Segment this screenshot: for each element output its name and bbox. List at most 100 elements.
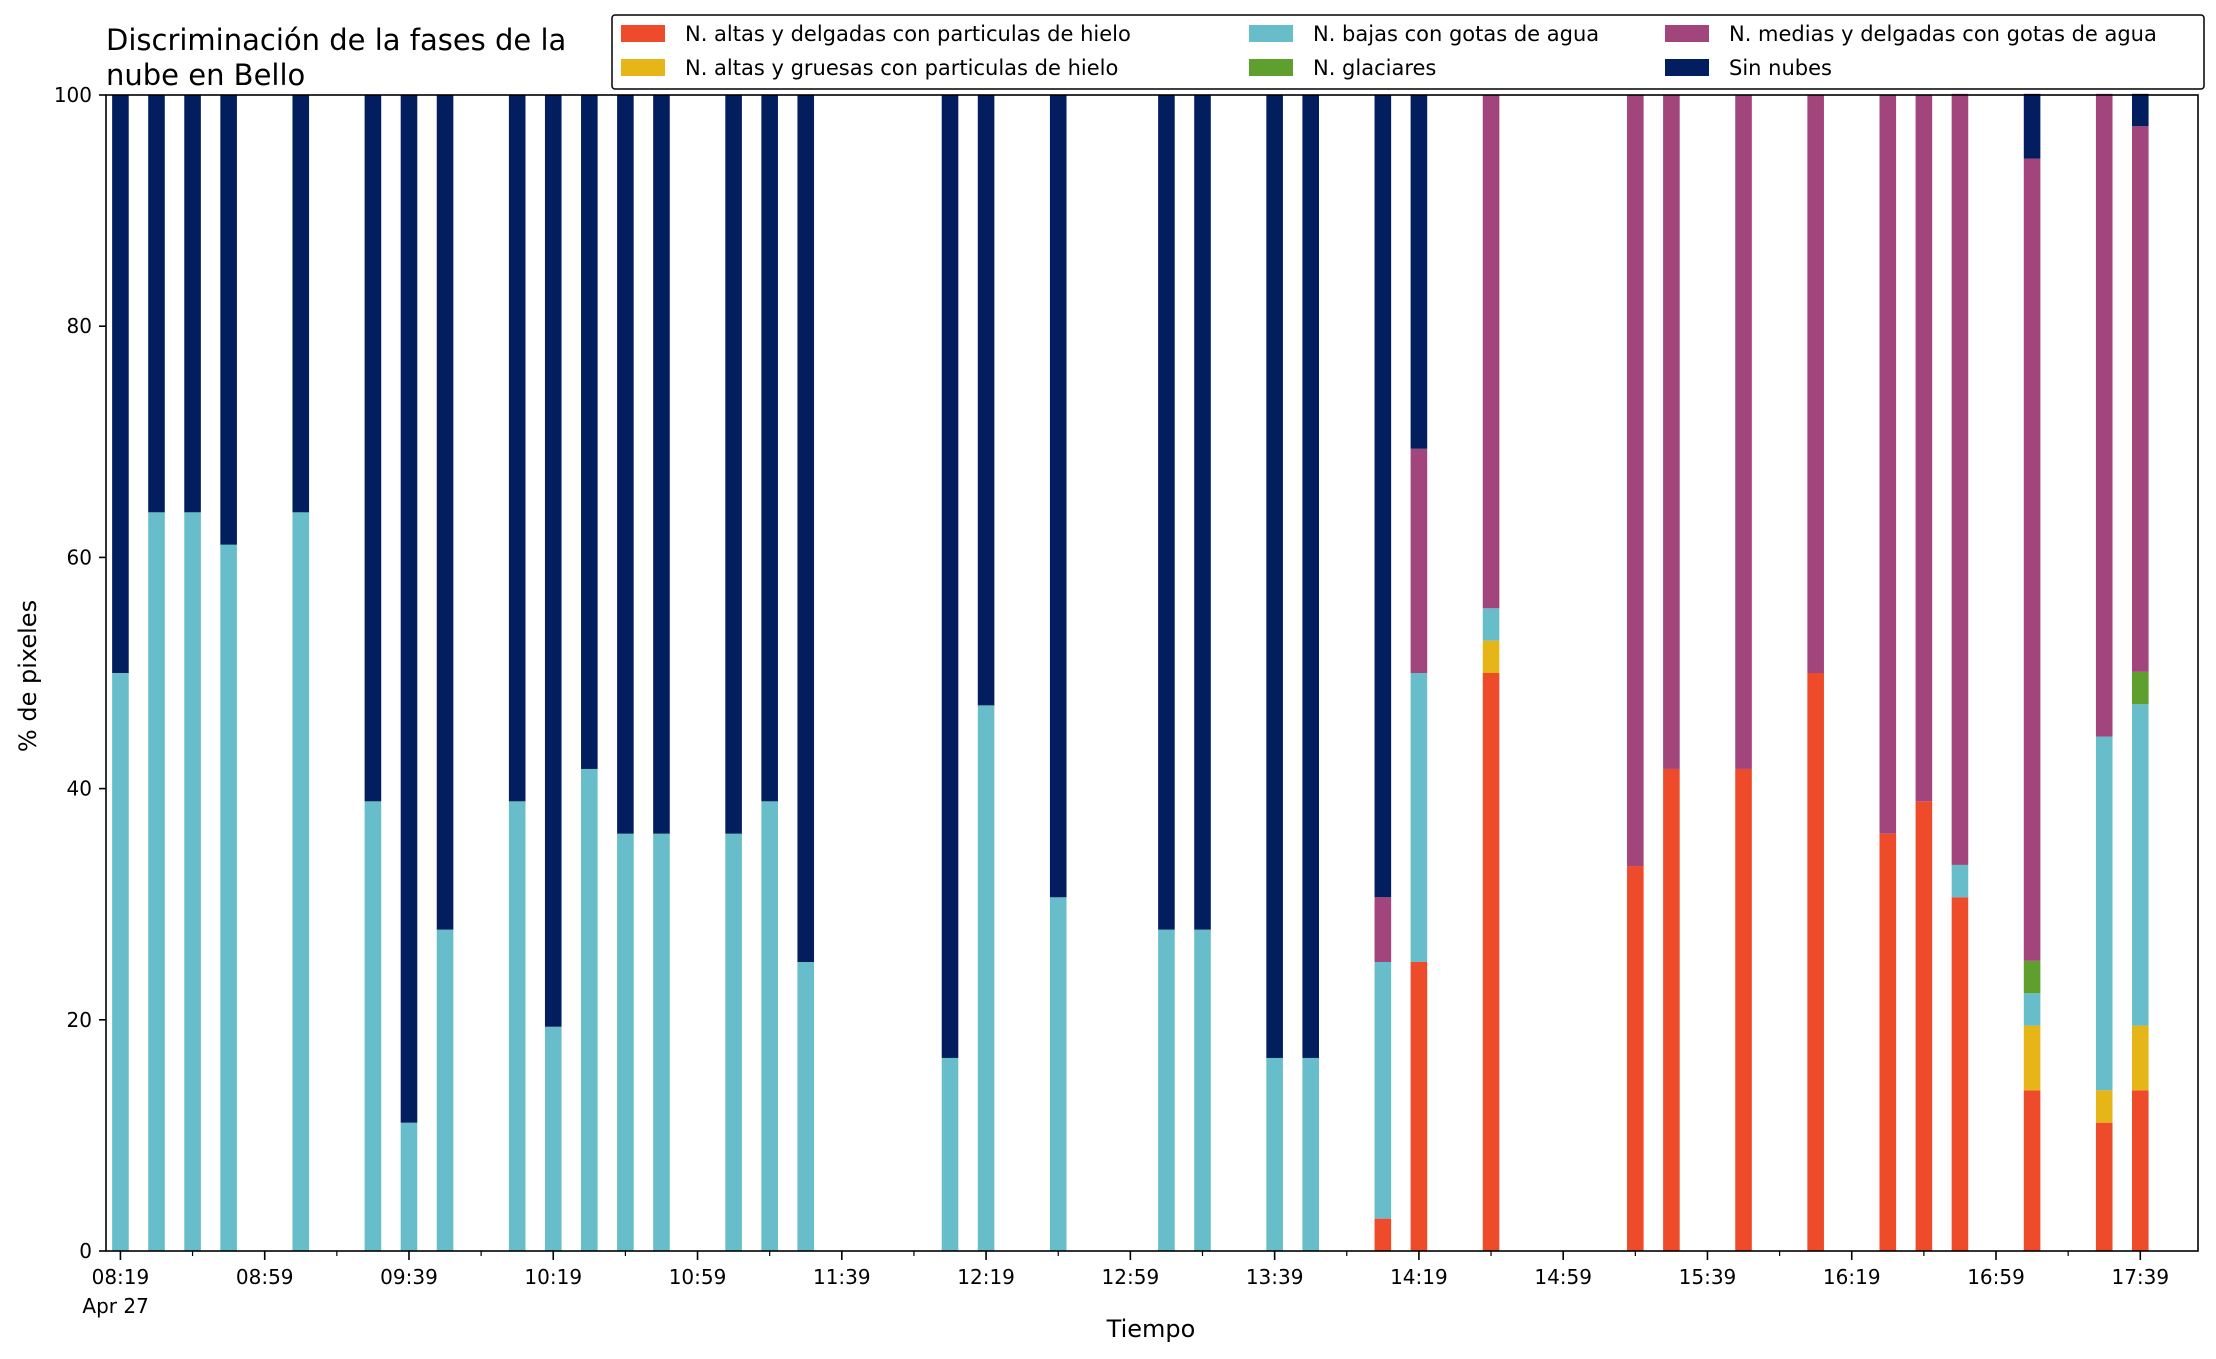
chart-title-line-1: Discriminación de la fases de la — [106, 23, 566, 57]
bar-segment — [2095, 1090, 2113, 1123]
bar-segment — [977, 705, 995, 1251]
y-tick-label: 60 — [67, 545, 92, 569]
bar-segment — [2131, 1025, 2149, 1091]
bar-segment — [1663, 768, 1680, 1251]
legend-swatch — [621, 25, 665, 42]
bar-segment — [1482, 608, 1500, 641]
x-tick-label: 14:19 — [1390, 1265, 1448, 1289]
bar-segment — [1627, 95, 1644, 867]
x-tick-label: 17:39 — [2111, 1265, 2169, 1289]
legend-box — [611, 14, 2205, 90]
x-tick-label: 10:59 — [669, 1265, 727, 1289]
bar-segment — [1915, 95, 1933, 802]
x-tick-label: 12:59 — [1102, 1265, 1160, 1289]
bar-segment — [2131, 1090, 2149, 1251]
bar-segment — [581, 768, 598, 1251]
bar-segment — [2131, 671, 2149, 705]
x-axis-label: Tiempo — [1106, 1315, 1196, 1343]
y-tick-label: 80 — [67, 314, 92, 338]
plot-frame — [105, 94, 2199, 1252]
bar-segment — [1663, 95, 1680, 769]
bar-segment — [400, 95, 418, 1123]
bar-segment — [977, 95, 995, 706]
bar-segment — [1482, 95, 1500, 609]
bar-segment — [1879, 833, 1897, 1251]
x-tick-label: 08:19 — [92, 1265, 150, 1289]
bar-segment — [1374, 1218, 1392, 1251]
bar-segment — [1915, 801, 1933, 1251]
x-tick-label: 15:39 — [1679, 1265, 1737, 1289]
bar-segment — [2023, 993, 2041, 1026]
bar-segment — [2023, 1025, 2041, 1091]
bar-segment — [508, 95, 526, 802]
bar-segment — [1266, 95, 1283, 1058]
legend-label: N. medias y delgadas con gotas de agua — [1729, 22, 2157, 46]
bar-segment — [2095, 93, 2113, 737]
bar-segment — [148, 512, 165, 1251]
bar-segment — [1194, 929, 1211, 1251]
bar-segment — [941, 1057, 959, 1251]
bar-segment — [1374, 897, 1392, 962]
bar-segment — [761, 801, 778, 1251]
bar-segment — [2023, 93, 2041, 159]
bar-segment — [220, 544, 237, 1251]
bar-segment — [1627, 866, 1644, 1251]
bar-segment — [1410, 962, 1428, 1251]
bar-segment — [1410, 448, 1428, 673]
bar-segment — [1302, 95, 1319, 1058]
bar-segment — [725, 833, 742, 1251]
bar-segment — [2131, 126, 2149, 672]
bar-segment — [725, 95, 742, 834]
bar-segment — [1735, 95, 1752, 769]
bar-segment — [2131, 704, 2149, 1026]
x-tick-sublabel: Apr 27 — [82, 1294, 148, 1318]
bar-segment — [1735, 768, 1752, 1251]
bar-segment — [1482, 673, 1500, 1251]
legend-label: N. altas y gruesas con particulas de hie… — [685, 56, 1118, 80]
bar-segment — [617, 833, 634, 1251]
y-axis-label: % de pixeles — [14, 600, 42, 752]
bar-segment — [292, 512, 310, 1251]
bar-segment — [400, 1122, 418, 1251]
bar-segment — [2023, 158, 2041, 961]
bar-segment — [220, 95, 237, 545]
bar-segment — [653, 833, 670, 1251]
x-tick-label: 16:59 — [1967, 1265, 2025, 1289]
y-tick-label: 100 — [54, 83, 92, 107]
bar-segment — [1482, 640, 1500, 673]
legend-swatch — [621, 59, 665, 76]
bar-segment — [1374, 95, 1392, 898]
legend-swatch — [1249, 25, 1293, 42]
legend-swatch — [1249, 59, 1293, 76]
x-tick-label: 12:19 — [957, 1265, 1015, 1289]
bar-segment — [436, 929, 454, 1251]
legend-swatch — [1665, 25, 1709, 42]
bar-segment — [581, 95, 598, 769]
bar-segment — [1158, 95, 1175, 930]
legend-label: Sin nubes — [1729, 56, 1832, 80]
x-tick-label: 11:39 — [813, 1265, 871, 1289]
y-tick-label: 0 — [79, 1239, 92, 1263]
bar-segment — [112, 95, 129, 673]
bar-segment — [2023, 960, 2041, 994]
chart-title-line-2: nube en Bello — [106, 58, 305, 92]
bar-segment — [617, 95, 634, 834]
bar-segment — [184, 95, 201, 513]
bar-segment — [1879, 95, 1897, 834]
bar-segment — [2095, 736, 2113, 1091]
bar-segment — [1194, 95, 1211, 930]
bar-segment — [1266, 1057, 1283, 1251]
bar-segment — [112, 673, 129, 1251]
bar-segment — [2023, 1090, 2041, 1251]
x-tick-label: 08:59 — [236, 1265, 294, 1289]
bar-segment — [1410, 673, 1428, 962]
legend-swatch — [1665, 59, 1709, 76]
y-tick-label: 40 — [67, 777, 92, 801]
x-tick-label: 16:19 — [1823, 1265, 1881, 1289]
bar-segment — [544, 1026, 562, 1251]
legend: N. altas y delgadas con particulas de hi… — [611, 14, 2205, 90]
bar-segment — [364, 95, 382, 802]
legend-label: N. bajas con gotas de agua — [1313, 22, 1599, 46]
